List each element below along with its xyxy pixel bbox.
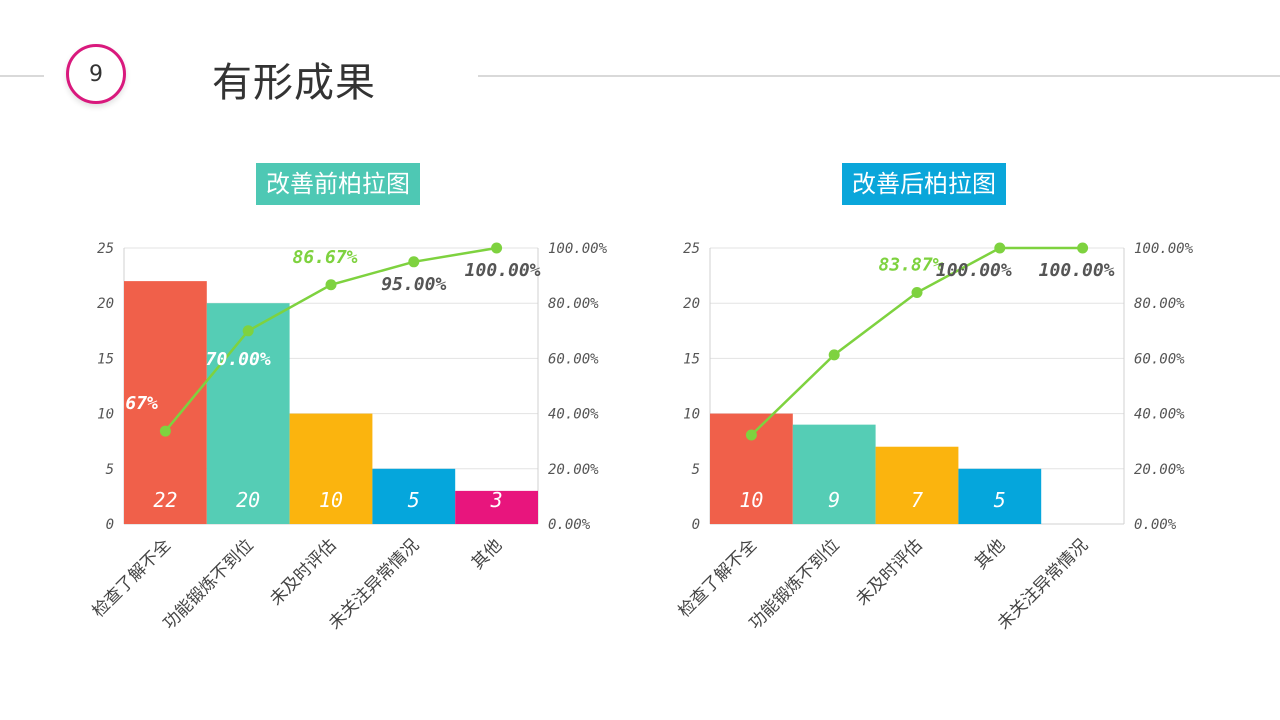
cumulative-point (994, 242, 1006, 254)
bar (455, 490, 538, 524)
cumulative-line (750, 246, 1083, 436)
cumulative-point (325, 279, 337, 291)
bar-value-label: 0 (1077, 488, 1089, 512)
cumulative-point (828, 349, 840, 361)
page-title: 有形成果 (212, 60, 376, 106)
y-tick-label: 25 (683, 241, 700, 257)
y-tick-label: 15 (97, 351, 114, 367)
cumulative-point (408, 256, 420, 268)
bar-value-label: 7 (911, 488, 923, 512)
y2-tick-label: 40.00% (1134, 407, 1185, 423)
cumulative-percent-label: 70.00% (206, 349, 271, 370)
bar (289, 413, 373, 524)
cumulative-point (911, 287, 923, 299)
y2-tick-label: 0.00% (1134, 517, 1177, 533)
category-label: 检查了解不全 (675, 535, 761, 621)
y-tick-label: 5 (692, 462, 700, 478)
y-tick-label: 5 (106, 462, 114, 478)
y2-tick-label: 20.00% (548, 462, 599, 478)
y-tick-label: 0 (692, 517, 700, 533)
bar-value-label: 10 (319, 488, 343, 512)
bar (124, 281, 207, 524)
category-label: 其他 (971, 535, 1009, 573)
page-number: 9 (89, 61, 103, 87)
bar (206, 303, 290, 524)
cumulative-point (242, 325, 254, 337)
y-tick-label: 25 (97, 241, 114, 257)
header-rule-right (478, 75, 1280, 77)
cumulative-percent-label: 83.87% (878, 255, 943, 276)
bar-value-label: 9 (828, 488, 840, 512)
bar-value-label: 20 (236, 488, 260, 512)
bar-value-label: 22 (153, 488, 177, 512)
y-tick-label: 0 (106, 517, 114, 533)
y-tick-label: 20 (683, 296, 700, 312)
header-rule-left (0, 75, 44, 77)
bar-value-label: 5 (408, 488, 420, 512)
cumulative-percent-label: 33.67% (92, 393, 158, 414)
y2-tick-label: 60.00% (548, 351, 599, 367)
y-tick-label: 10 (97, 407, 114, 423)
cumulative-point (159, 425, 171, 437)
pareto-chart-before: 0 5 10 15 20 25 0.00% 20.00% 40.00% 60.00% 80.00% 1… (89, 241, 608, 634)
y-tick-label: 15 (683, 351, 700, 367)
page-number-badge: 9 (66, 44, 126, 104)
cumulative-point (1077, 242, 1089, 254)
y2-tick-label: 20.00% (1134, 462, 1185, 478)
cumulative-percent-label: 100.00% (1039, 260, 1115, 281)
chart-title-after: 改善后柏拉图 (842, 163, 1006, 205)
y2-tick-label: 80.00% (1134, 296, 1185, 312)
y2-tick-label: 60.00% (1134, 351, 1185, 367)
bar-value-label: 5 (994, 488, 1006, 512)
y-tick-label: 20 (97, 296, 114, 312)
cumulative-percent-label: 95.00% (381, 274, 446, 295)
cumulative-point (745, 429, 757, 441)
bar (792, 424, 876, 524)
cumulative-percent-label: 100.00% (936, 260, 1012, 281)
pareto-chart-after: 0 5 10 15 20 25 0.00% 20.00% 40.00% 60.00% 80.00% 1… (675, 241, 1194, 634)
cumulative-percent-label: 86.67% (292, 247, 357, 268)
chart-title-before: 改善前柏拉图 (256, 163, 420, 205)
y2-tick-label: 100.00% (548, 241, 608, 257)
category-label: 未及时评估 (852, 535, 926, 609)
bar (875, 446, 959, 524)
y2-tick-label: 0.00% (548, 517, 591, 533)
bar-value-label: 10 (739, 488, 763, 512)
y-tick-label: 10 (683, 407, 700, 423)
y2-tick-label: 40.00% (548, 407, 599, 423)
bar-value-label: 3 (490, 488, 503, 512)
cumulative-point (491, 242, 503, 254)
y2-tick-label: 80.00% (548, 296, 599, 312)
y2-tick-label: 100.00% (1134, 241, 1194, 257)
cumulative-percent-label: 100.00% (465, 260, 541, 281)
bar (372, 468, 456, 524)
bar (958, 468, 1042, 524)
